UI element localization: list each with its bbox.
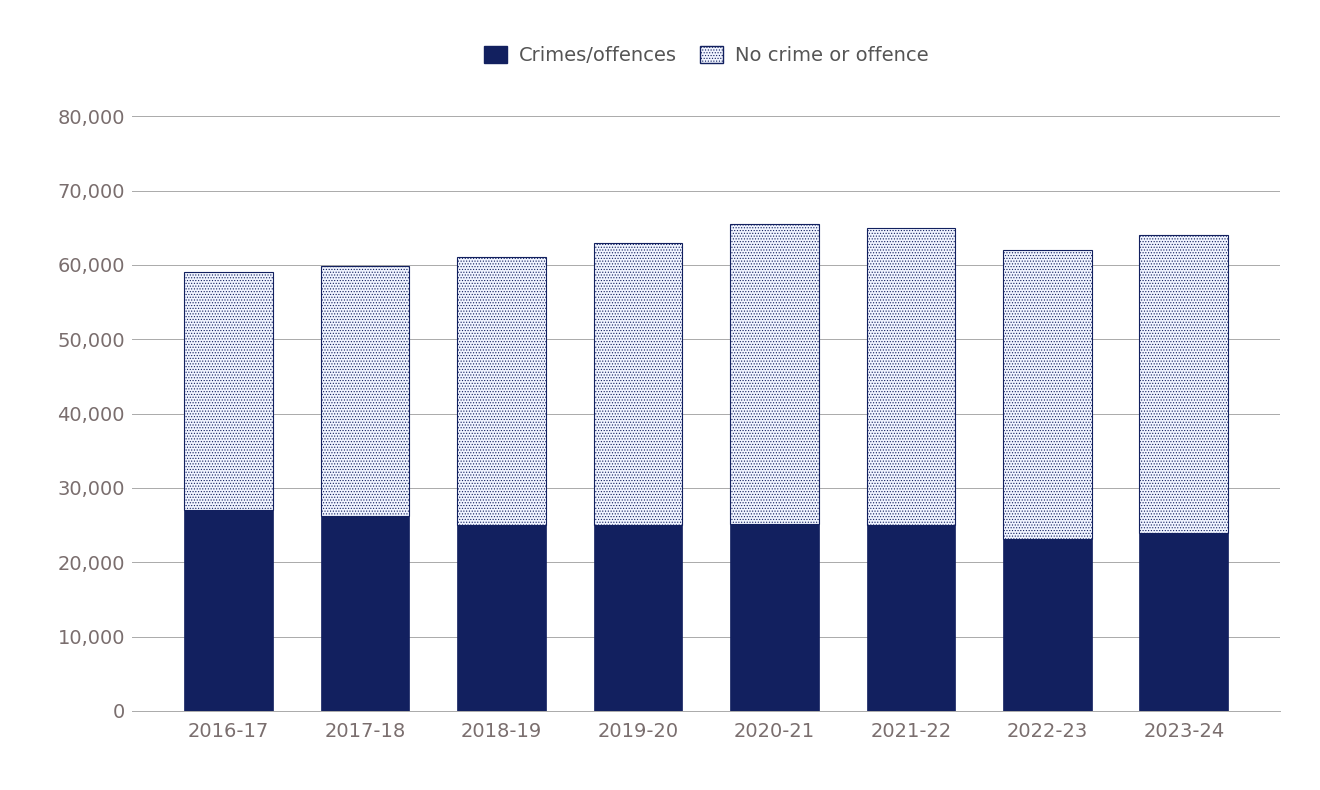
Bar [866, 228, 956, 525]
Bar [1003, 539, 1092, 711]
Bar [1139, 532, 1228, 711]
Bar [866, 525, 956, 711]
Bar [730, 524, 818, 711]
Bar [457, 525, 546, 711]
Bar [594, 525, 682, 711]
Bar [321, 266, 409, 516]
Bar [321, 516, 409, 711]
Bar [185, 273, 273, 510]
Bar [1139, 235, 1228, 532]
Bar [730, 224, 818, 524]
Bar [1003, 250, 1092, 539]
Bar [185, 510, 273, 711]
Bar [594, 243, 682, 525]
Legend: Crimes/offences, No crime or offence: Crimes/offences, No crime or offence [477, 38, 936, 73]
Bar [457, 258, 546, 525]
